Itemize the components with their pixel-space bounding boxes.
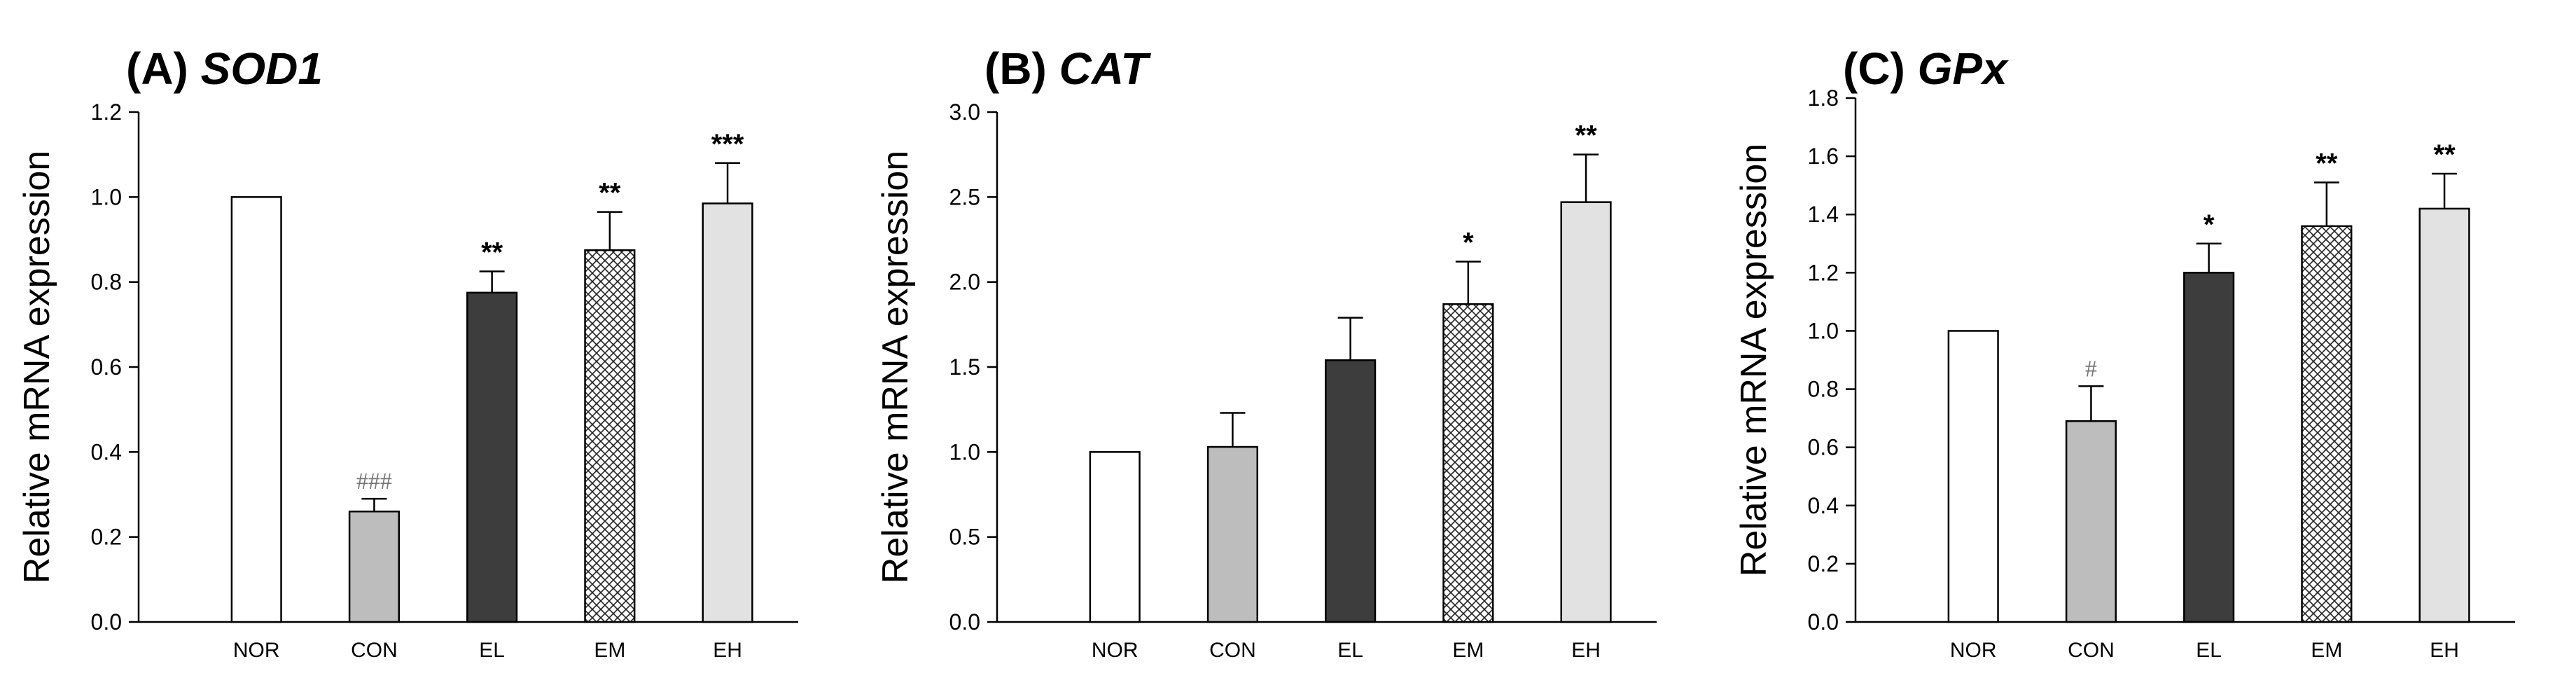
y-axis-label: Relative mRNA expression — [1734, 144, 1774, 576]
chart-title: (B) CAT — [984, 43, 1151, 94]
bar-chart-gpx: (C) GPx Relative mRNA expression 0.0 0.2 0.4… — [1734, 43, 2515, 662]
chart-title-prefix: (B) — [984, 43, 1059, 94]
y-axis-label: Relative mRNA expression — [17, 151, 57, 583]
y-tick-label: 1.0 — [1808, 318, 1839, 343]
bar-cat-eh — [1560, 201, 1612, 623]
chart-panel-gpx: (C) GPx Relative mRNA expression 0.0 0.2 0.4… — [1717, 0, 2575, 685]
chart-panel-cat: (B) CAT Relative mRNA expression 0.0 0.5 1.0… — [858, 0, 1717, 685]
y-tick-label: 1.4 — [1808, 202, 1839, 227]
significance-label-cat-eh: ** — [1575, 120, 1598, 151]
y-tick-label: 0.0 — [949, 609, 980, 635]
significance-label-gpx-eh: ** — [2434, 139, 2456, 170]
y-axis-label: Relative mRNA expression — [875, 151, 916, 583]
y-tick-label: 0.5 — [949, 525, 980, 550]
bar-chart-sod1: (A) SOD1 Relative mRNA expression 0.0 0.2 0.… — [17, 43, 798, 662]
bar-gpx-em — [2301, 225, 2353, 623]
bar-gpx-eh — [2418, 207, 2470, 623]
y-tick-label: 0.8 — [91, 270, 122, 295]
significance-label-gpx-em: ** — [2316, 148, 2338, 179]
bar-cat-nor — [1089, 451, 1141, 623]
x-tick-label-eh: EH — [1571, 639, 1601, 662]
y-tick-label: 1.0 — [949, 439, 980, 464]
y-tick-label: 0.6 — [91, 354, 122, 380]
y-tick-label: 1.8 — [1808, 85, 1839, 111]
chart-title-gene: CAT — [1059, 43, 1152, 94]
bar-gpx-con — [2065, 420, 2117, 623]
bar-sod1-eh — [702, 202, 753, 623]
x-tick-label-con: CON — [1209, 639, 1256, 662]
bar-sod1-el — [466, 291, 518, 623]
y-tick-label: 0.2 — [91, 525, 122, 550]
x-tick-label-em: EM — [594, 639, 625, 662]
significance-label-sod1-em: ** — [599, 178, 621, 209]
y-tick-label: 1.5 — [949, 354, 980, 380]
y-tick-label: 1.6 — [1808, 144, 1839, 169]
y-tick-label: 3.0 — [949, 99, 980, 125]
y-tick-label: 2.5 — [949, 184, 980, 209]
chart-title: (A) SOD1 — [126, 43, 323, 94]
x-tick-label-nor: NOR — [1950, 639, 1997, 662]
bar-sod1-con — [348, 511, 401, 623]
x-tick-label-con: CON — [2068, 639, 2115, 662]
y-tick-label: 1.2 — [91, 99, 122, 125]
y-tick-label: 1.2 — [1808, 260, 1839, 285]
chart-title-prefix: (C) — [1843, 43, 1918, 94]
x-tick-label-nor: NOR — [1092, 639, 1139, 662]
bar-gpx-nor — [1947, 330, 1999, 623]
y-tick-label: 0.0 — [1808, 609, 1839, 635]
bar-sod1-em — [584, 249, 636, 623]
chart-title-prefix: (A) — [126, 43, 201, 94]
y-tick-label: 0.8 — [1808, 377, 1839, 402]
x-tick-label-em: EM — [2311, 639, 2342, 662]
x-tick-label-eh: EH — [713, 639, 742, 662]
bar-sod1-nor — [230, 196, 282, 623]
y-tick-label: 0.4 — [1808, 493, 1839, 518]
bar-cat-el — [1325, 359, 1377, 623]
bar-cat-em — [1442, 303, 1494, 623]
chart-panel-sod1: (A) SOD1 Relative mRNA expression 0.0 0.2 0.… — [0, 0, 858, 685]
x-tick-label-con: CON — [351, 639, 398, 662]
y-tick-label: 1.0 — [91, 184, 122, 209]
significance-label-sod1-el: ** — [481, 237, 503, 268]
significance-label-sod1-con: ### — [356, 469, 392, 494]
chart-title-gene: SOD1 — [201, 43, 323, 94]
x-tick-label-nor: NOR — [233, 639, 280, 662]
bar-gpx-el — [2183, 272, 2235, 623]
x-tick-label-el: EL — [1337, 639, 1363, 662]
x-tick-label-el: EL — [479, 639, 505, 662]
y-tick-label: 0.0 — [91, 609, 122, 635]
significance-label-gpx-el: * — [2203, 209, 2215, 240]
bar-cat-con — [1206, 445, 1259, 623]
y-tick-label: 0.2 — [1808, 551, 1839, 576]
chart-title-gene: GPx — [1918, 43, 2009, 94]
x-tick-label-em: EM — [1452, 639, 1484, 662]
y-tick-label: 2.0 — [949, 270, 980, 295]
y-tick-label: 0.4 — [91, 439, 122, 464]
significance-label-cat-em: * — [1463, 228, 1474, 258]
significance-label-gpx-con: # — [2085, 356, 2097, 382]
x-tick-label-eh: EH — [2430, 639, 2459, 662]
bar-chart-cat: (B) CAT Relative mRNA expression 0.0 0.5 1.0… — [875, 43, 1657, 662]
chart-title: (C) GPx — [1843, 43, 2009, 94]
significance-label-sod1-eh: *** — [711, 129, 744, 160]
x-tick-label-el: EL — [2196, 639, 2222, 662]
y-tick-label: 0.6 — [1808, 435, 1839, 460]
